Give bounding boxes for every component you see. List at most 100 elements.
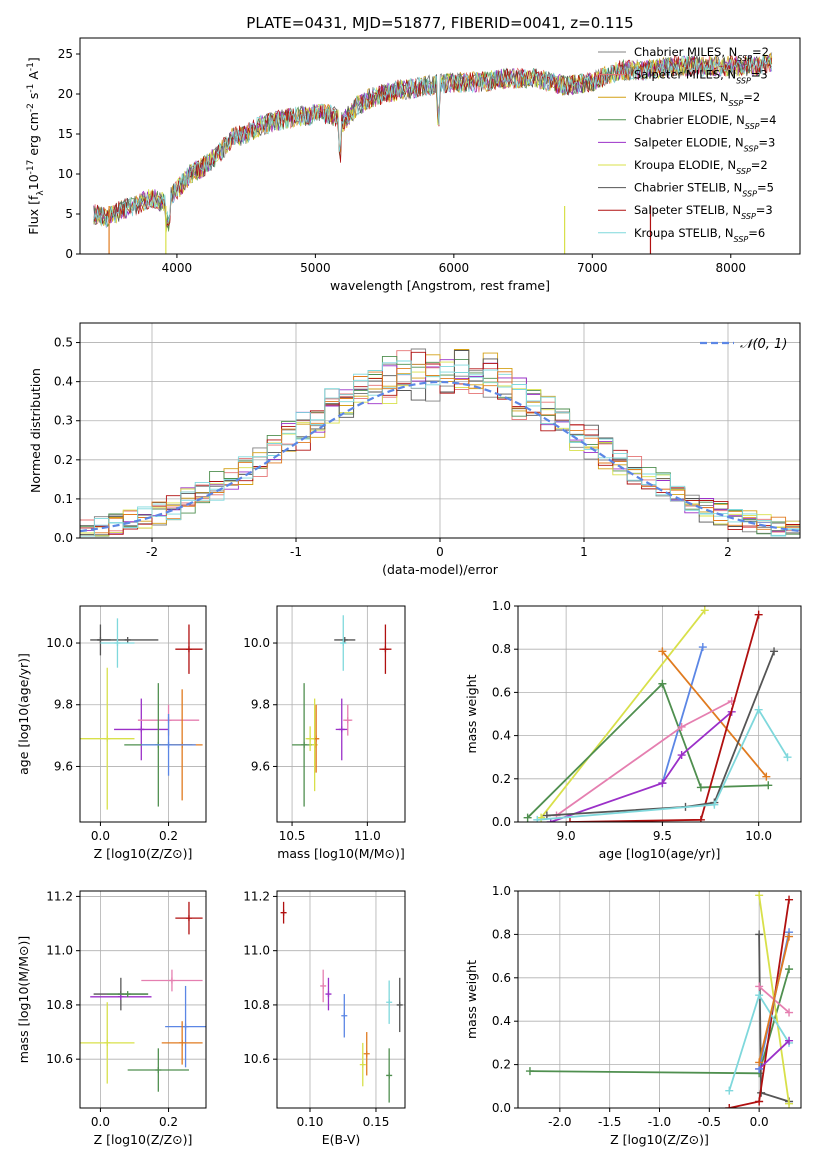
legend-count: =2	[743, 90, 760, 104]
y-tick-label: 1.0	[492, 599, 511, 613]
legend-subscript: SSP	[734, 234, 749, 243]
normal-curve	[80, 380, 800, 533]
series-line	[661, 650, 767, 778]
y-axis-label-part: Flux [f	[26, 195, 41, 235]
y-tick-label: 11.2	[243, 889, 270, 903]
data-point	[185, 915, 192, 922]
x-tick-label: 9.5	[653, 829, 672, 843]
data-point	[396, 1001, 403, 1008]
x-tick-label: 8000	[715, 261, 746, 275]
y-tick-label: 1.0	[492, 884, 511, 898]
legend-subscript: SSP	[745, 121, 760, 130]
x-tick-label: -1.5	[598, 1115, 621, 1129]
y-axis-label: age [log10(age/yr)]	[16, 653, 31, 775]
age-vs-metallicity-panel: 0.0 0.2 9.6 9.8 10.0 Z [log10(Z/Z⊙)] age [log1…	[16, 605, 207, 861]
spectrum-line	[93, 55, 773, 228]
legend-subscript: SSP	[737, 54, 752, 63]
axes-frame	[517, 605, 802, 823]
plot-area	[93, 52, 773, 254]
y-axis-label-part: -17	[26, 160, 36, 175]
series-marker	[755, 930, 764, 939]
y-tick-label: 0.0	[492, 815, 511, 829]
y-tick-label: 11.0	[46, 944, 73, 958]
y-tick-label: 0.8	[492, 927, 511, 941]
series-marker	[533, 815, 542, 822]
legend-count: =5	[757, 181, 774, 195]
y-tick-label: 10.8	[46, 998, 73, 1012]
y-tick-label: 0.2	[54, 453, 73, 467]
axes-frame	[276, 890, 406, 1109]
data-point	[359, 1061, 366, 1068]
y-axis-label: mass [log10(M/M⊙)]	[16, 936, 31, 1064]
x-tick-label: 4000	[162, 261, 193, 275]
y-axis-label-part: erg cm	[26, 112, 41, 160]
y-tick-label: 25	[58, 47, 73, 61]
legend-entry: Chabrier ELODIE, NSSP=4	[634, 113, 776, 131]
spectrum-legend: Chabrier MILES, NSSP=2 Salpeter MILES, NS…	[598, 45, 776, 243]
y-tick-label: 10.6	[46, 1052, 73, 1066]
legend-entry: Kroupa STELIB, NSSP=6	[634, 226, 765, 244]
series-marker	[755, 982, 764, 991]
legend-subscript: SSP	[729, 99, 744, 108]
series-marker	[754, 610, 763, 619]
series-marker	[658, 679, 667, 688]
y-tick-label: 0.4	[492, 1014, 511, 1028]
y-tick-label: 0.2	[492, 1058, 511, 1072]
series-marker	[783, 753, 792, 762]
data-point	[307, 735, 314, 742]
y-axis-label: mass weight	[464, 674, 479, 753]
data-point	[280, 909, 287, 916]
legend-count: =3	[751, 68, 768, 82]
series-marker	[764, 781, 773, 790]
series-marker	[698, 643, 707, 652]
series-marker	[525, 1067, 534, 1076]
plot-area	[525, 891, 794, 1108]
x-tick-label: 0.2	[159, 1115, 178, 1129]
data-point	[301, 741, 308, 748]
y-tick-label: 20	[58, 87, 73, 101]
y-tick-label: 15	[58, 127, 73, 141]
data-point	[124, 636, 131, 643]
series-line	[555, 700, 733, 817]
residuals-panel: -2 -1 0 1 2 0.0 0.1 0.2 0.3 0.4 0.5 (data-model)/er…	[28, 322, 801, 577]
x-tick-label: -2	[146, 545, 158, 559]
y-tick-label: 11.2	[46, 889, 73, 903]
y-tick-label: 10.0	[243, 636, 270, 650]
y-tick-label: 10.6	[243, 1052, 270, 1066]
legend-subscript: SSP	[744, 144, 759, 153]
x-tick-label: 0.15	[363, 1115, 390, 1129]
legend-count: =2	[752, 45, 769, 59]
y-tick-label: 9.6	[251, 759, 270, 773]
x-tick-label: 1	[580, 545, 588, 559]
data-point	[104, 735, 111, 742]
data-point	[182, 1023, 189, 1030]
data-point	[168, 977, 175, 984]
series-marker	[677, 751, 686, 760]
x-axis-label: E(B-V)	[322, 1132, 361, 1147]
legend-count: =3	[758, 135, 775, 149]
x-tick-label: 0.0	[750, 1115, 769, 1129]
series-marker	[785, 895, 794, 904]
x-tick-label: -1.0	[648, 1115, 671, 1129]
series-marker	[677, 722, 686, 731]
y-tick-label: 0.6	[492, 685, 511, 699]
y-tick-label: 0.5	[54, 336, 73, 350]
axes-frame	[79, 605, 207, 823]
legend-entry: Chabrier STELIB, NSSP=5	[634, 181, 774, 199]
y-tick-label: 10.8	[243, 998, 270, 1012]
y-tick-label: 0.1	[54, 492, 73, 506]
series-marker	[523, 813, 532, 822]
series-marker	[725, 1086, 734, 1095]
series-marker	[762, 772, 771, 781]
mass-weight-vs-metallicity-panel: -2.0 -1.5 -1.0 -0.5 0.0 0.0 0.2 0.4 0.6 0.8 1.0 Z […	[464, 884, 802, 1147]
legend-entry: Kroupa MILES, NSSP=2	[634, 90, 760, 108]
data-point	[114, 640, 121, 647]
x-tick-label: -0.5	[698, 1115, 721, 1129]
series-marker	[710, 800, 719, 809]
legend-entry: Kroupa ELODIE, NSSP=2	[634, 158, 768, 176]
x-tick-label: 0.10	[297, 1115, 324, 1129]
plot-area	[292, 615, 392, 807]
y-tick-label: 0	[65, 247, 73, 261]
plot-area	[80, 901, 206, 1092]
x-axis-label: mass [log10(M/M⊙)]	[277, 846, 405, 861]
